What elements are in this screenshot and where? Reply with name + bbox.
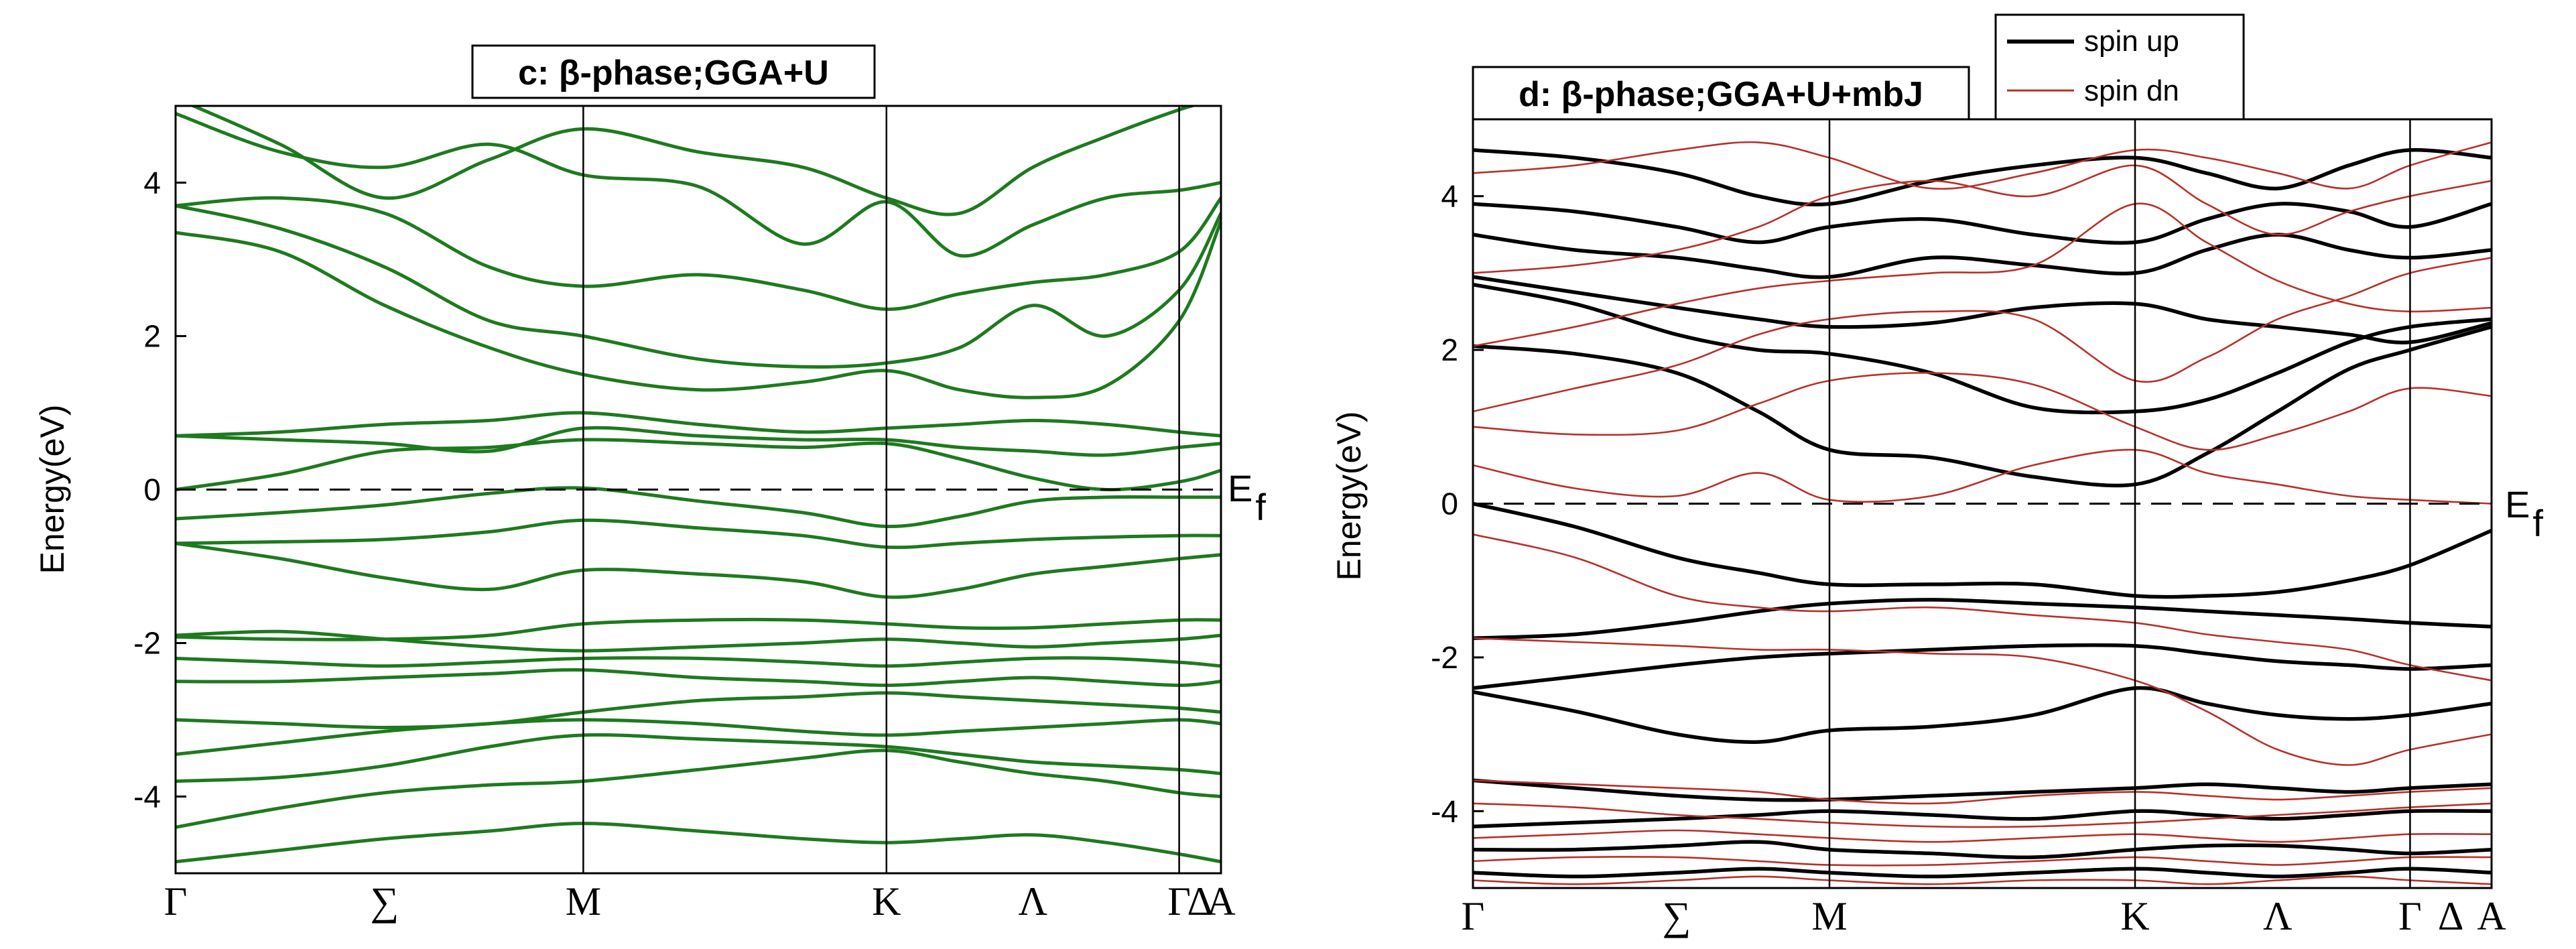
panel-c-yticks: -4 -2 0 2 4 xyxy=(133,166,186,814)
panel-d-kpoint-label: Γ xyxy=(1462,894,1485,938)
panel-c-band-line xyxy=(176,518,1221,550)
panel-d-band-line xyxy=(1473,533,2492,682)
panel-d-kpoint-label: ∑ xyxy=(1663,894,1691,938)
panel-d-band-line xyxy=(1473,257,2492,413)
panel-d-ytick-label: 2 xyxy=(1441,332,1458,367)
panel-d-ytick-label: -4 xyxy=(1431,794,1458,828)
panel-c-kpoint-label: A xyxy=(1206,879,1235,924)
panel-c-band-line xyxy=(176,668,1221,687)
panel-c-kpoint-label: Γ xyxy=(164,879,188,924)
panel-d-legend: spin up spin dn xyxy=(1994,13,2245,121)
panel-d-ylabel: Energy(eV) xyxy=(1330,412,1368,581)
panel-d-band-line xyxy=(1473,448,2492,505)
panel-d-klabels: Γ ∑ M K Λ Γ Δ A xyxy=(1462,894,2506,938)
panel-c-klabels: Γ ∑ M K Λ ΓΔA xyxy=(164,879,1236,924)
panel-d-band-line xyxy=(1473,802,2492,828)
panel-c-band-line xyxy=(189,106,1198,216)
panel-d-kpoint-label: Δ xyxy=(2438,894,2464,938)
panel-c-kpoint-label: Λ xyxy=(1018,879,1047,924)
panel-d-band-line xyxy=(1473,282,2492,415)
panel-c-ytick-label: -4 xyxy=(133,779,161,814)
panel-d-ytick-label: 0 xyxy=(1441,487,1458,521)
panel-d-kpoint-label: Γ xyxy=(2398,894,2422,938)
panel-c-kpoint-label: K xyxy=(872,879,901,924)
panel-d-kpoint-label: K xyxy=(2120,894,2149,938)
legend-label-spin-dn: spin dn xyxy=(2084,74,2179,107)
panel-d-band-line xyxy=(1473,778,2492,802)
panel-c-band-line xyxy=(176,656,1221,668)
panel-c-ytick-label: 2 xyxy=(143,319,161,354)
panel-c-band-line xyxy=(176,542,1221,599)
panel-c-symmetry-lines xyxy=(582,106,1180,873)
panel-c-title-box xyxy=(471,44,876,99)
panel-c-band-line xyxy=(176,196,1221,311)
legend-box xyxy=(1994,13,2245,121)
panel-d-band-line xyxy=(1473,875,2492,885)
panel-d-band-line xyxy=(1473,501,2492,599)
panel-d-band-line xyxy=(1473,275,2492,344)
panel-c-band-line xyxy=(176,426,1221,457)
panel-d-kpoint-label: Λ xyxy=(2263,894,2293,938)
panel-c-ylabel: Energy(eV) xyxy=(34,405,71,574)
panel-d-band-line xyxy=(1473,643,2492,690)
panel-c-band-line xyxy=(176,219,1221,399)
panel-d-fermi-label: Ef xyxy=(2505,483,2543,544)
panel-c-band-line xyxy=(176,486,1221,529)
panel-d-kpoint-label: M xyxy=(1811,894,1847,938)
panel-c-band-line xyxy=(176,411,1221,438)
panel-c-band-line xyxy=(176,733,1221,783)
panel-c-band-line xyxy=(176,112,1221,258)
panel-d-title-box xyxy=(1472,66,1970,121)
panel-d-band-line xyxy=(1473,164,2492,274)
panel-c-band-line xyxy=(176,718,1221,756)
panel-d-band-line xyxy=(1473,147,2492,206)
panel-d-band-line xyxy=(1473,867,2492,879)
panel-d-band-line xyxy=(1473,856,2492,867)
panel-d-kpoint-label: A xyxy=(2477,894,2506,938)
panel-c-fermi-label: Ef xyxy=(1228,467,1266,528)
panel-c-band-line xyxy=(176,691,1221,729)
panel-c-ytick-label: -2 xyxy=(133,626,161,661)
panel-d-band-line xyxy=(1473,141,2492,190)
panel-d-band-line xyxy=(1473,829,2492,843)
panel-d-band-line xyxy=(1473,202,2492,245)
panel-d-band-line xyxy=(1473,233,2492,279)
panel-d-band-line xyxy=(1473,686,2492,744)
panel-d-band-line xyxy=(1473,840,2492,859)
panel-c-kpoint-label: ∑ xyxy=(371,879,399,924)
panel-c-ytick-label: 0 xyxy=(143,472,161,507)
panel-c-kpoint-label: Δ xyxy=(1187,879,1214,924)
panel-d-band-line xyxy=(1473,779,2492,805)
panel-c-bands xyxy=(176,106,1221,864)
panel-d-band-line xyxy=(1473,372,2492,451)
panel-d-band-line xyxy=(1473,324,2492,488)
panel-d-band-line xyxy=(1473,809,2492,828)
panel-d-band-line xyxy=(1473,637,2492,766)
panel-d-ytick-label: -2 xyxy=(1431,640,1458,675)
panel-d-ytick-label: 4 xyxy=(1441,179,1458,214)
panel-d-band-line xyxy=(1473,598,2492,640)
panel-d-bands xyxy=(1473,141,2492,885)
panel-c-band-line xyxy=(176,749,1221,829)
panel-c-band-line xyxy=(176,438,1221,492)
panel-c-band-line xyxy=(176,822,1221,864)
panel-c-kpoint-label: Γ xyxy=(1167,879,1191,924)
panel-c-ytick-label: 4 xyxy=(143,166,161,200)
panel-d-title: d: β-phase;GGA+U+mbJ xyxy=(1519,75,1923,114)
panel-c-band-line xyxy=(176,617,1221,641)
panel-d-band-line xyxy=(1473,202,2492,347)
panel-d-yticks: -4 -2 0 2 4 xyxy=(1431,179,1484,828)
panel-c-kpoint-label: M xyxy=(566,879,601,924)
panel-d-symmetry-lines xyxy=(1828,119,2411,888)
panel-c-band-line xyxy=(176,204,1221,369)
panel-c-title: c: β-phase;GGA+U xyxy=(518,54,829,92)
legend-label-spin-up: spin up xyxy=(2084,25,2179,58)
